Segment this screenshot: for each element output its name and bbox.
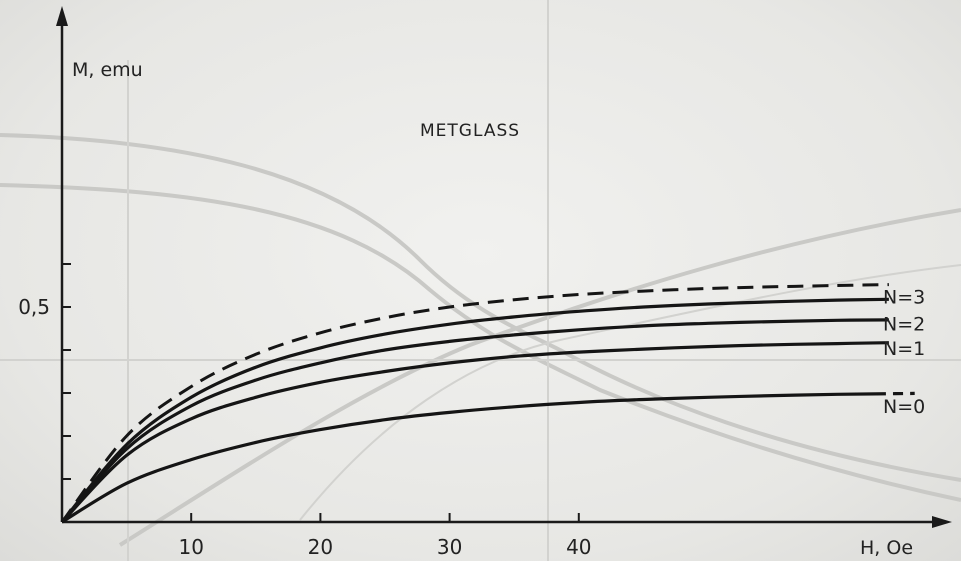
series-label-n2: N=2 xyxy=(883,313,925,335)
y-tick-label: 0,5 xyxy=(18,295,50,319)
axis-ticks xyxy=(62,263,580,522)
axes xyxy=(56,6,952,528)
x-tick-label: 30 xyxy=(437,535,462,559)
series-line-n2 xyxy=(60,318,889,524)
x-axis-arrow-icon xyxy=(932,516,952,528)
y-axis-title: M, emu xyxy=(72,59,143,81)
series-label-n0: N=0 xyxy=(883,396,925,418)
x-tick-label: 20 xyxy=(308,535,333,559)
series-label-n3: N=3 xyxy=(883,286,925,308)
x-axis-title: H, Oe xyxy=(860,537,913,559)
series-line-n3 xyxy=(60,297,889,524)
series-line-n1 xyxy=(60,341,889,524)
chart-title: METGLASS xyxy=(420,121,520,141)
x-tick-label: 40 xyxy=(566,535,591,559)
tick-labels: 10 20 30 40 0,5 xyxy=(18,295,591,559)
series-label-n1: N=1 xyxy=(883,338,925,360)
series-labels: N=0 N=1 N=2 N=3 xyxy=(883,286,925,418)
y-axis-arrow-icon xyxy=(56,6,68,26)
series-tail-dashed xyxy=(875,391,915,396)
series-line-n0 xyxy=(61,392,877,524)
series-line-dashed xyxy=(60,283,889,523)
x-tick-label: 10 xyxy=(178,535,203,559)
series-lines xyxy=(60,283,915,524)
